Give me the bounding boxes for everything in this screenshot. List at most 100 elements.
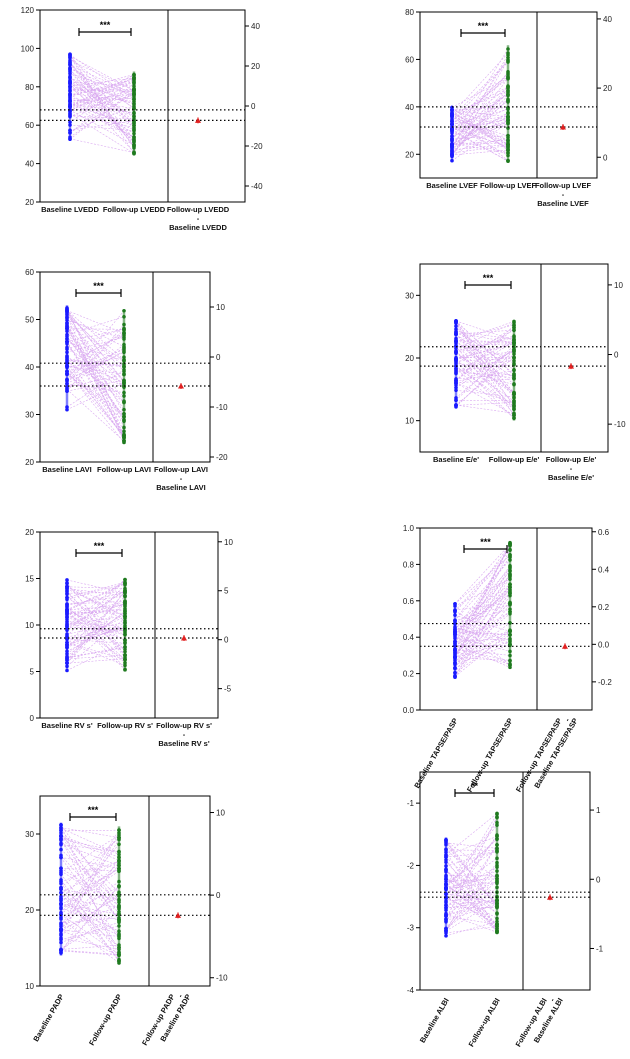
pair-line [454,621,511,666]
left-tick-label: 20 [25,906,34,915]
pair-line [455,343,515,347]
pair-line [445,915,498,925]
pair-line [451,117,509,134]
pair-line [69,77,135,105]
left-tick-label: 50 [25,316,34,325]
pair-line [455,402,515,406]
significance-label: *** [480,537,491,547]
category-label-baseline: Baseline ALBI [418,997,451,1045]
pair-line [445,887,498,930]
pair-line [455,339,515,343]
pair-line [66,629,126,640]
pair-line [445,844,498,904]
pair-line [60,944,120,950]
pair-line [66,592,126,594]
pair-line [66,359,125,367]
diff-label-line3: Baseline E/e' [548,473,594,482]
pair-line [451,95,509,152]
pair-line [66,611,126,614]
pair-line [66,590,126,629]
pair-line [455,331,515,364]
pair-line [66,316,125,335]
mean-difference-marker [568,363,574,370]
pair-line [66,326,125,410]
pair-line [69,89,135,117]
right-tick-label: 5 [224,587,229,596]
pair-line [66,654,126,660]
pair-line [454,634,511,674]
pair-line [451,121,509,145]
significance-label: *** [483,273,494,283]
pair-line [451,78,509,151]
category-label-baseline: Baseline PADP [31,993,65,1044]
pair-line [60,874,120,948]
pair-line [455,360,515,367]
pair-line [66,586,126,589]
pair-line [454,613,511,660]
pair-line [69,109,135,146]
pair-line [445,870,498,889]
pair-line [66,389,125,442]
category-label-followup: Follow-up LVEDD [103,205,166,214]
plot-frame [419,771,591,991]
pair-line [60,929,120,937]
pair-line [66,639,126,644]
pair-line [69,54,135,154]
panel-6: 0.0 0.2 0.4 0.6 0.8 1.0 -0.2 0.0 0.2 0.4 0.6 *** Bas… [403,524,612,794]
pair-line [60,844,120,913]
left-tick-label: 5 [30,668,35,677]
pair-line [454,549,511,661]
pair-line [454,570,511,646]
left-tick-label: 80 [405,8,414,17]
pair-line [445,876,498,932]
category-label-baseline: Baseline E/e' [433,455,479,464]
mean-difference-point [195,117,201,123]
pair-line [455,320,515,341]
pair-line [60,917,120,924]
pair-line [455,382,515,416]
left-tick-label: 0.6 [403,597,415,606]
pair-line [451,90,509,114]
mean-difference-point [181,635,187,641]
pair-line [445,848,498,897]
left-tick-label: 20 [405,354,414,363]
pair-line [69,76,135,112]
pair-line [455,347,515,399]
pair-line [455,368,515,419]
plot-frame [39,795,211,987]
pair-line [60,836,120,914]
pair-line [455,335,515,352]
pair-line [451,108,509,126]
pair-line [451,137,509,152]
pair-line [455,321,515,399]
pair-line [66,583,126,600]
right-tick-label: 10 [224,538,233,547]
pair-line [451,113,509,149]
mean-difference-point [568,363,574,369]
pair-lines [66,579,126,671]
pair-line [455,349,515,408]
right-tick-label: 40 [251,22,260,31]
pair-line [454,631,511,677]
mean-difference-marker [175,912,181,919]
left-tick-label: -1 [407,799,415,808]
mean-difference-marker [195,117,201,124]
category-label-baseline: Baseline TAPSE/PASP [412,717,459,790]
pair-line [66,361,125,397]
pair-line [60,903,120,921]
pair-line [60,860,120,882]
pair-line [451,48,509,141]
diff-label-line2: - [563,716,572,723]
diff-label-line3: Baseline RV s' [158,739,209,748]
pair-lines [66,307,125,443]
pair-line [60,827,120,838]
pair-line [60,857,120,954]
pair-line [455,399,515,402]
pair-line [66,370,125,443]
pair-line [66,328,125,350]
pair-line [455,357,515,362]
pair-line [66,627,126,638]
pair-line [69,83,135,153]
pair-line [454,542,511,654]
pair-line [60,949,120,955]
